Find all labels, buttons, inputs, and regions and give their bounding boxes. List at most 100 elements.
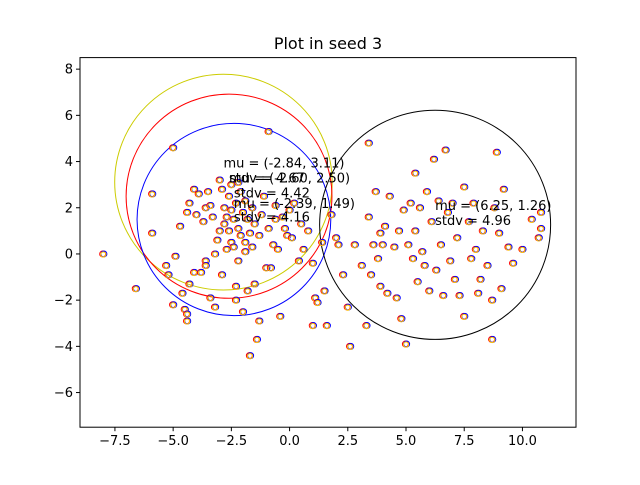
data-point xyxy=(460,183,469,191)
point-marker-yellow xyxy=(444,209,452,217)
data-point xyxy=(276,312,285,321)
point-marker-yellow xyxy=(170,145,177,152)
point-marker-yellow xyxy=(484,263,491,270)
data-point xyxy=(252,335,262,344)
data-point xyxy=(241,238,250,247)
y-tick-label: 4 xyxy=(65,155,73,170)
point-marker-yellow xyxy=(239,209,247,217)
x-tick-label: 0.0 xyxy=(279,434,300,449)
std-circle-3 xyxy=(319,109,552,340)
data-point xyxy=(250,220,259,228)
data-point xyxy=(369,241,378,249)
data-point xyxy=(259,192,269,200)
point-marker-yellow xyxy=(184,209,191,217)
point-marker-yellow xyxy=(277,313,284,321)
point-marker-yellow xyxy=(340,272,347,279)
data-point xyxy=(183,208,192,217)
point-marker-yellow xyxy=(237,232,244,240)
data-point xyxy=(418,248,427,256)
point-marker-yellow xyxy=(449,200,456,207)
data-point xyxy=(455,292,464,300)
point-marker-yellow xyxy=(491,205,498,212)
data-point xyxy=(199,218,208,226)
point-marker-yellow xyxy=(149,230,156,237)
data-point xyxy=(185,199,194,207)
data-point xyxy=(439,292,448,300)
data-point xyxy=(350,241,359,249)
data-point xyxy=(443,208,453,217)
data-point xyxy=(192,211,201,219)
point-marker-yellow xyxy=(251,221,258,228)
x-tick-label: −7.5 xyxy=(99,434,131,449)
point-marker-yellow xyxy=(272,202,279,210)
data-point xyxy=(297,220,306,228)
data-point xyxy=(376,282,385,290)
data-point xyxy=(499,185,508,193)
point-marker-yellow xyxy=(195,191,202,198)
point-marker-yellow xyxy=(265,129,272,136)
point-marker-yellow xyxy=(209,214,216,221)
data-point xyxy=(238,208,248,217)
data-point xyxy=(427,218,436,226)
point-marker-yellow xyxy=(400,207,407,214)
data-point xyxy=(243,287,252,295)
point-marker-yellow xyxy=(370,242,377,249)
data-point xyxy=(178,289,187,297)
data-point xyxy=(238,308,248,316)
data-point xyxy=(245,229,255,237)
data-point xyxy=(190,268,199,277)
annotation-1: stdv = 4.67 xyxy=(229,171,305,186)
point-marker-yellow xyxy=(489,336,496,344)
point-marker-yellow xyxy=(149,191,156,198)
x-tick-label: 5.0 xyxy=(396,434,417,449)
point-marker-yellow xyxy=(244,216,251,223)
data-point xyxy=(346,342,355,351)
data-point xyxy=(148,190,157,198)
point-marker-yellow xyxy=(347,343,354,351)
data-point xyxy=(536,208,546,217)
data-point xyxy=(234,225,243,233)
data-point xyxy=(334,241,343,249)
data-point xyxy=(266,264,276,272)
point-marker-yellow xyxy=(377,283,384,290)
point-marker-yellow xyxy=(363,323,370,330)
point-marker-yellow xyxy=(309,260,316,267)
data-point xyxy=(399,206,408,214)
x-tick-label: 2.5 xyxy=(337,434,358,449)
data-point xyxy=(229,215,238,223)
data-point xyxy=(476,275,485,284)
data-point xyxy=(411,169,420,177)
point-marker-yellow xyxy=(537,226,545,233)
data-point xyxy=(411,227,420,235)
point-marker-yellow xyxy=(386,193,393,200)
point-marker-yellow xyxy=(295,258,302,265)
point-marker-yellow xyxy=(344,304,351,311)
y-axis: −6 −4 −2 0 2 4 6 8 xyxy=(54,63,80,401)
point-marker-yellow xyxy=(281,226,289,233)
data-point xyxy=(373,255,383,263)
point-marker-yellow xyxy=(461,313,468,321)
point-marker-yellow xyxy=(191,186,198,193)
data-point xyxy=(425,287,434,295)
data-point xyxy=(231,282,241,290)
point-marker-yellow xyxy=(253,336,261,344)
point-marker-yellow xyxy=(377,230,384,237)
data-point xyxy=(415,204,425,212)
y-tick-label: 8 xyxy=(65,63,73,78)
annotation-4: mu = (-2.39, 1.49) xyxy=(234,197,355,212)
data-point xyxy=(478,227,487,235)
point-marker-yellow xyxy=(256,232,263,240)
data-point xyxy=(176,222,185,230)
point-marker-yellow xyxy=(412,228,419,235)
data-point xyxy=(483,262,492,270)
point-marker-yellow xyxy=(493,149,500,157)
point-marker-yellow xyxy=(395,228,403,235)
data-point xyxy=(383,289,392,297)
point-marker-yellow xyxy=(228,182,235,189)
point-marker-yellow xyxy=(274,246,282,254)
data-point xyxy=(210,250,220,258)
data-point xyxy=(287,234,297,242)
data-point xyxy=(248,243,257,251)
data-point xyxy=(385,192,394,200)
data-point xyxy=(183,310,192,318)
